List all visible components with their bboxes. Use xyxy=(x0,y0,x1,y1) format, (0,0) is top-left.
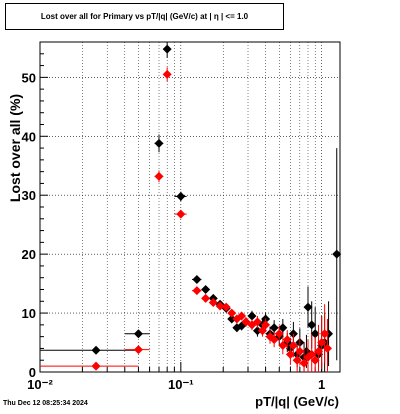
chart-title: Lost over all for Primary vs pT/|q| (GeV… xyxy=(5,3,284,30)
data-point xyxy=(201,285,211,294)
data-point xyxy=(303,302,313,312)
y-tick-label: 20 xyxy=(22,247,36,262)
data-point xyxy=(208,297,218,307)
data-point xyxy=(133,329,143,339)
data-point xyxy=(307,320,317,330)
data-point xyxy=(192,274,202,284)
data-point xyxy=(257,326,267,336)
data-point xyxy=(317,338,327,348)
x-axis-label: pT/|q| (GeV/c) xyxy=(255,394,339,409)
data-series xyxy=(40,42,342,372)
data-point xyxy=(310,329,320,339)
data-point xyxy=(274,329,284,339)
data-point xyxy=(269,323,279,333)
data-point xyxy=(227,314,237,324)
series-0 xyxy=(40,42,342,372)
data-point xyxy=(154,171,164,181)
plot-frame xyxy=(39,41,341,373)
data-point xyxy=(314,346,324,356)
data-point xyxy=(91,361,101,371)
data-point xyxy=(162,69,172,79)
data-point xyxy=(154,138,164,148)
data-point xyxy=(285,349,295,359)
y-tick-label: 0 xyxy=(29,365,36,380)
data-point xyxy=(237,311,247,321)
y-tick-label: 50 xyxy=(22,70,36,85)
grid xyxy=(40,42,340,372)
data-point xyxy=(322,343,332,353)
data-point xyxy=(215,301,225,311)
data-point xyxy=(278,340,288,350)
x-tick-label: 1 xyxy=(318,377,325,392)
data-point xyxy=(282,335,292,345)
axes: 0 10 20 30 40 50 10⁻² 10⁻¹ 1 xyxy=(22,53,325,392)
data-point xyxy=(221,302,231,312)
data-point xyxy=(310,355,320,365)
data-point xyxy=(252,326,262,336)
x-tick-label: 10⁻¹ xyxy=(168,377,194,392)
data-point xyxy=(332,249,342,259)
data-point xyxy=(247,311,257,321)
data-point xyxy=(162,44,172,54)
data-point xyxy=(295,346,305,356)
data-point xyxy=(176,191,186,201)
x-tick-label: 10⁻² xyxy=(27,377,53,392)
data-point xyxy=(288,340,298,350)
data-point xyxy=(252,317,262,327)
data-point xyxy=(269,335,279,345)
data-point xyxy=(192,286,202,296)
y-axis-label: Lost over all (%) xyxy=(7,94,23,202)
data-point xyxy=(176,209,186,219)
data-point xyxy=(133,345,143,355)
data-point xyxy=(320,329,330,339)
timestamp: Thu Dec 12 08:25:34 2024 xyxy=(3,400,88,407)
data-point xyxy=(91,345,101,355)
data-point xyxy=(261,320,271,330)
data-point xyxy=(278,323,288,333)
y-tick-label: 10 xyxy=(22,306,36,321)
data-point xyxy=(299,358,309,368)
data-point xyxy=(307,349,317,359)
y-tick-label: 40 xyxy=(22,129,36,144)
y-tick-label: 30 xyxy=(22,188,36,203)
data-point xyxy=(201,293,211,303)
series-1 xyxy=(40,67,332,372)
data-point xyxy=(227,308,237,318)
